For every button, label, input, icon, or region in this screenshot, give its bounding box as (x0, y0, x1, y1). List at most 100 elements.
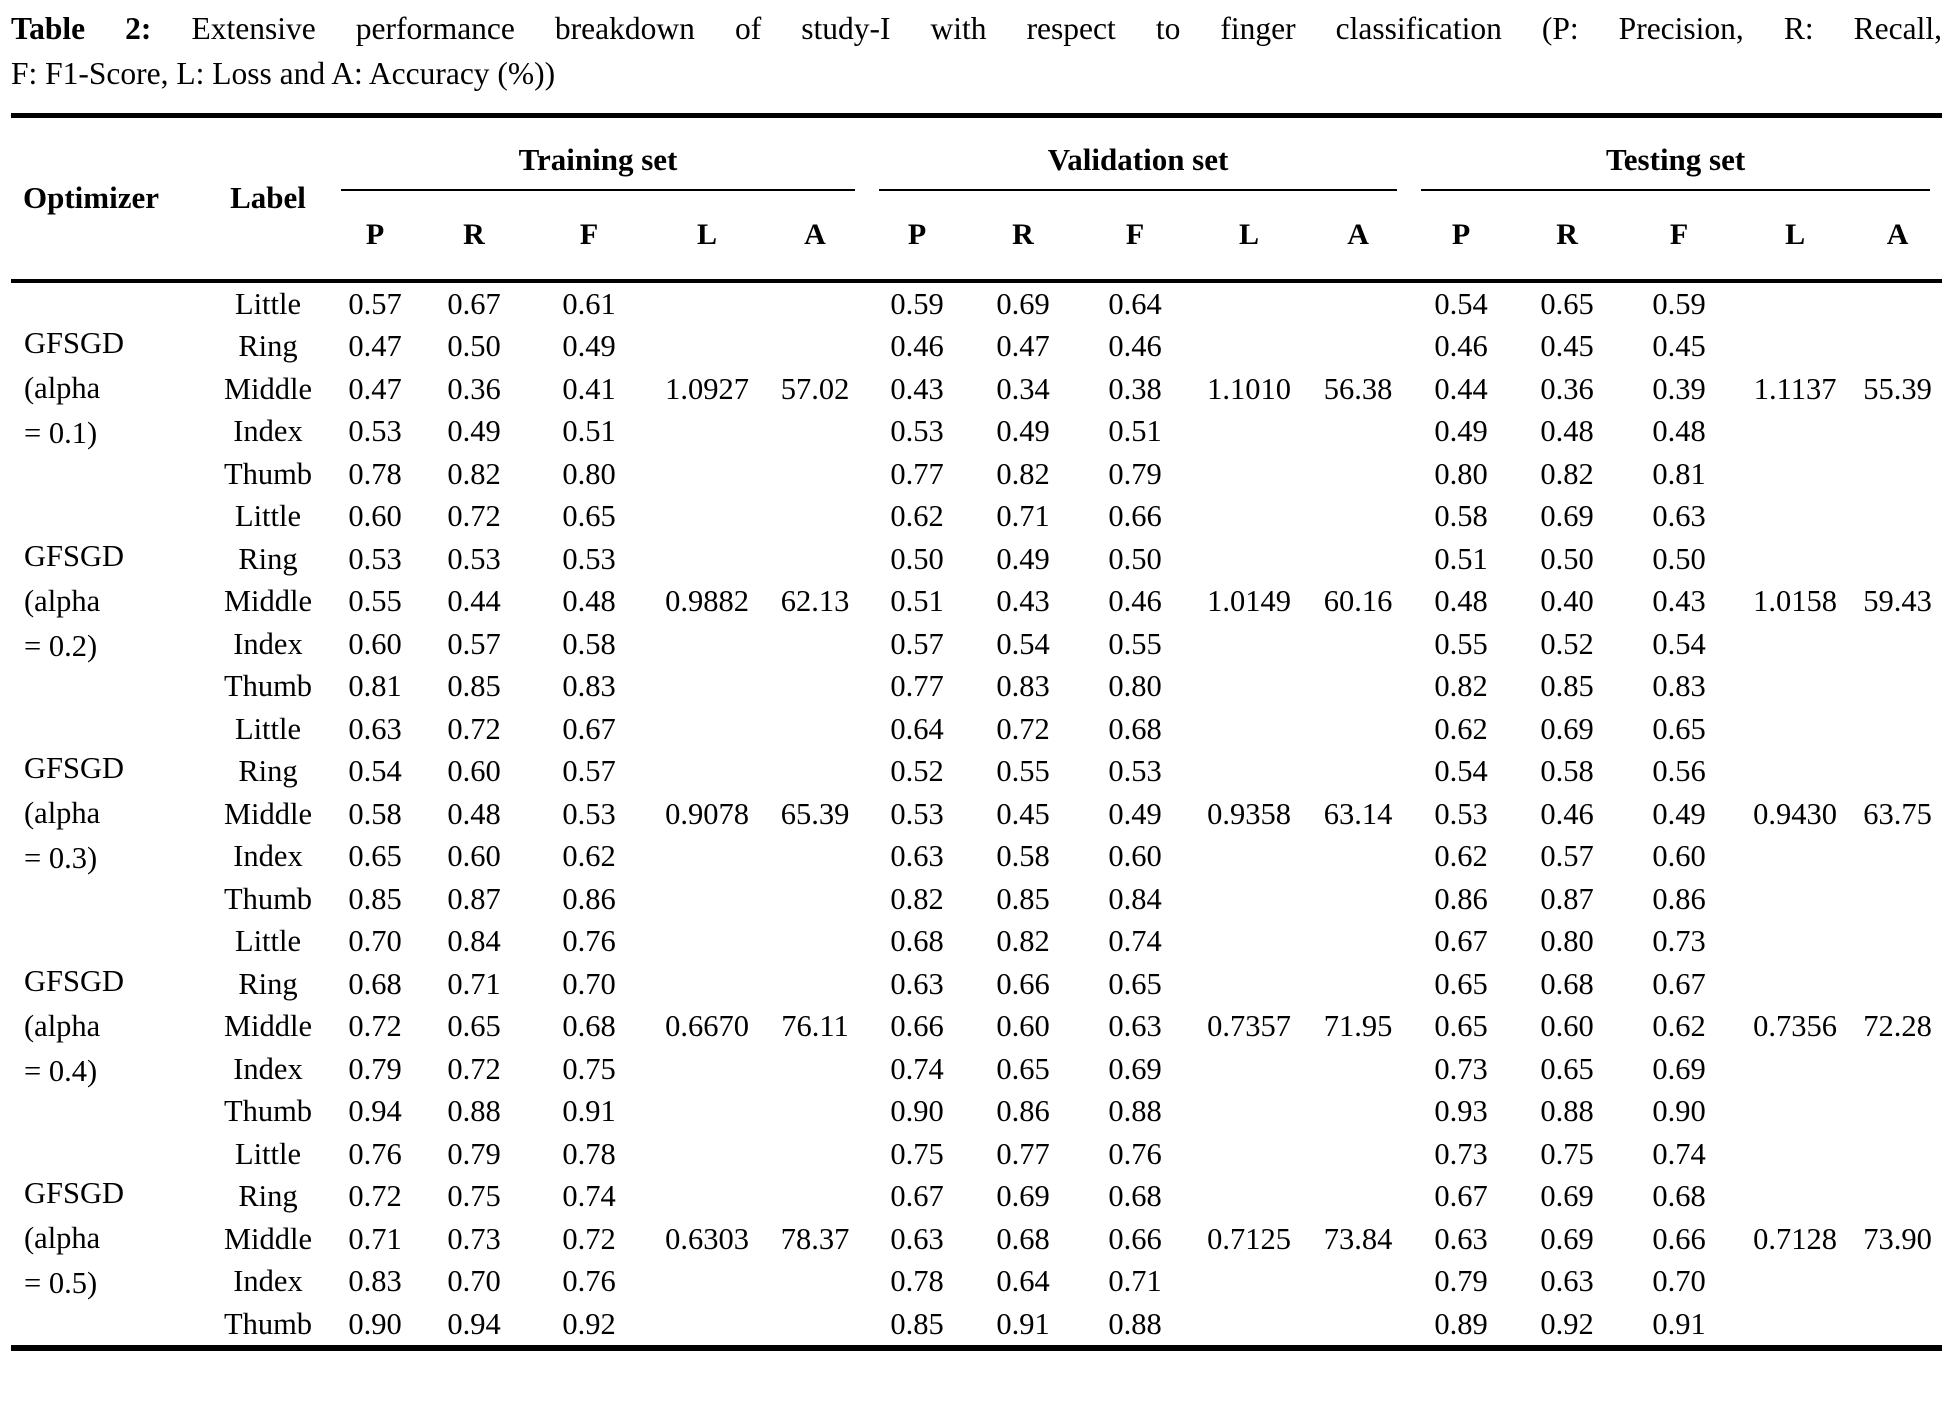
metric-value-cell: 0.46 (1108, 584, 1162, 619)
metric-value-cell (1307, 963, 1409, 1006)
metric-value-cell: 0.34 (996, 371, 1050, 406)
metric-value-cell (1853, 1260, 1942, 1303)
metric-value-cell: 0.45 (1540, 329, 1594, 364)
metric-value-cell: 0.7357 (1207, 1009, 1291, 1044)
metric-value-cell: 0.79 (1434, 1264, 1488, 1299)
metric-value-cell: 0.71 (447, 966, 501, 1001)
metric-value-cell: 0.65 (1434, 966, 1488, 1001)
metric-value-cell (763, 1133, 867, 1176)
finger-label-cell: Little (234, 499, 302, 534)
metric-value-cell (1737, 878, 1853, 921)
label-column-header: Label (230, 180, 306, 216)
table-row: GFSGD (alpha = 0.4) Little 0.70 0.84 0.76 0.68 0… (11, 920, 1942, 1088)
metric-value-cell: 0.73 (1434, 1136, 1488, 1171)
metric-value-cell: 0.88 (1108, 1306, 1162, 1341)
metric-value-cell: 0.69 (1540, 1179, 1594, 1214)
metric-value-cell: 0.72 (447, 1051, 501, 1086)
metric-value-cell (1853, 920, 1942, 963)
metric-value-cell: 0.60 (1652, 839, 1706, 874)
table-row: GFSGD (alpha = 0.2) Little 0.60 0.72 0.65 0.62 0… (11, 495, 1942, 663)
metric-value-cell: 0.86 (1652, 881, 1706, 916)
metric-value-cell: 63.14 (1323, 796, 1393, 831)
metric-value-cell: 0.80 (1434, 456, 1488, 491)
metric-value-cell: 71.95 (1323, 1009, 1393, 1044)
metric-value-cell (1307, 835, 1409, 878)
metric-value-cell (651, 835, 763, 878)
metric-value-cell (1191, 410, 1307, 453)
metric-value-cell (1307, 1260, 1409, 1303)
metric-value-cell: 0.75 (890, 1136, 944, 1171)
metric-value-cell: 0.92 (562, 1306, 616, 1341)
metric-value-cell (1191, 708, 1307, 751)
metric-value-cell: 0.66 (1108, 1221, 1162, 1256)
metric-value-cell: 0.62 (562, 839, 616, 874)
optimizer-line: (alpha (24, 796, 101, 831)
metric-value-cell (651, 453, 763, 496)
finger-label-cell: Thumb (223, 456, 313, 491)
metric-value-cell (1191, 920, 1307, 963)
metric-value-cell (1737, 750, 1853, 793)
metric-value-cell: 0.53 (1434, 796, 1488, 831)
metric-value-cell: 0.54 (1652, 626, 1706, 661)
metric-value-cell: 0.85 (996, 881, 1050, 916)
metric-value-cell: 0.91 (996, 1306, 1050, 1341)
metric-value-cell: 0.72 (348, 1009, 402, 1044)
table-row: Thumb 0.85 0.87 0.86 0.82 0.85 0.84 0.86 0.87 0.8… (11, 878, 1942, 921)
metric-value-cell (763, 495, 867, 538)
metric-value-cell: 0.87 (447, 881, 501, 916)
metric-value-cell (1737, 495, 1853, 538)
metric-value-cell: 0.63 (1540, 1264, 1594, 1299)
metric-value-cell: 0.65 (1108, 966, 1162, 1001)
metric-value-cell (1737, 281, 1853, 326)
metric-value-cell: 0.81 (1652, 456, 1706, 491)
metric-value-cell: 0.78 (562, 1136, 616, 1171)
table-row: GFSGD (alpha = 0.1) Little 0.57 0.67 0.61 0.59 0… (11, 281, 1942, 451)
metric-value-cell: 0.77 (890, 669, 944, 704)
metric-value-cell (1737, 665, 1853, 708)
metric-value-cell (1307, 750, 1409, 793)
metric-value-cell (763, 708, 867, 751)
metric-value-cell: 0.63 (890, 839, 944, 874)
optimizer-line: GFSGD (24, 538, 125, 573)
metric-value-cell (763, 1260, 867, 1303)
finger-label-cell: Thumb (223, 669, 313, 704)
metric-header-r: R (1012, 217, 1034, 251)
metric-value-cell (1853, 538, 1942, 581)
metric-value-cell (1307, 708, 1409, 751)
metric-value-cell (1191, 1175, 1307, 1218)
metric-header-r: R (463, 217, 485, 251)
metric-value-cell: 0.58 (1434, 499, 1488, 534)
metric-value-cell: 0.65 (348, 839, 402, 874)
metric-value-cell: 78.37 (780, 1221, 850, 1256)
metric-value-cell: 0.58 (562, 626, 616, 661)
metric-value-cell: 0.46 (890, 329, 944, 364)
metric-value-cell: 0.9882 (665, 584, 749, 619)
table-row: Middle 0.55 0.44 0.48 0.9882 62.13 0.51 0.43 0.4… (11, 580, 1942, 623)
metric-value-cell: 0.72 (996, 711, 1050, 746)
metric-value-cell: 0.53 (447, 541, 501, 576)
metric-value-cell: 0.88 (1540, 1094, 1594, 1129)
metric-value-cell: 0.67 (1434, 1179, 1488, 1214)
metric-value-cell (651, 1260, 763, 1303)
finger-label-cell: Middle (223, 584, 313, 619)
metric-value-cell (1307, 538, 1409, 581)
metric-value-cell: 0.50 (1652, 541, 1706, 576)
metric-value-cell: 1.0158 (1753, 584, 1838, 619)
metric-value-cell (1307, 1133, 1409, 1176)
metric-value-cell (1737, 1175, 1853, 1218)
metric-value-cell: 0.77 (890, 456, 944, 491)
metric-value-cell (1853, 495, 1942, 538)
metric-value-cell: 0.9430 (1753, 796, 1838, 831)
table-row: GFSGD (alpha = 0.3) Little 0.63 0.72 0.67 0.64 0… (11, 708, 1942, 876)
metric-value-cell: 0.53 (348, 414, 402, 449)
metric-value-cell: 0.57 (562, 754, 616, 789)
metric-value-cell: 0.9078 (665, 796, 749, 831)
metric-value-cell (1853, 325, 1942, 368)
metric-value-cell (1853, 410, 1942, 453)
table-row: Index 0.53 0.49 0.51 0.53 0.49 0.51 0.49 0.48 0.4… (11, 410, 1942, 453)
finger-label-cell: Middle (223, 796, 313, 831)
metric-value-cell: 0.55 (1434, 626, 1488, 661)
metric-value-cell: 73.90 (1863, 1221, 1932, 1256)
optimizer-cell: GFSGD (alpha = 0.3) (11, 708, 207, 921)
metric-value-cell: 0.85 (1540, 669, 1594, 704)
